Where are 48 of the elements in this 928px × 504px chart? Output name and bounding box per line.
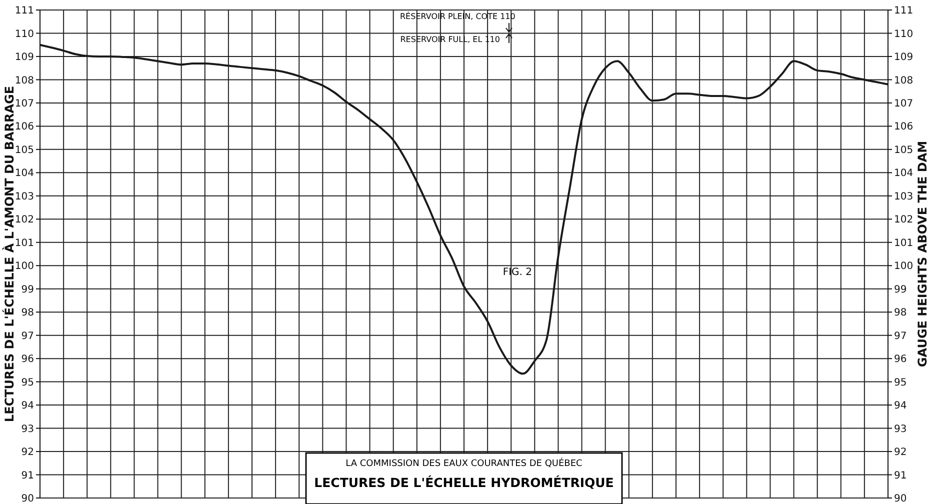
y-tick-label: 95 — [21, 377, 34, 388]
y2-tick-label: 91 — [894, 470, 907, 482]
y2-tick-label: 97 — [894, 330, 907, 342]
y2-tick-label: 98 — [894, 308, 907, 319]
y2-tick-label: 106 — [894, 122, 914, 133]
y-tick-label: 98 — [21, 308, 34, 319]
y2-axis-title: GAUGE HEIGHTS ABOVE THE DAM — [915, 140, 928, 368]
y2-tick-label: 109 — [894, 52, 914, 64]
y2-tick-label: 96 — [894, 354, 907, 366]
y-tick-label: 94 — [21, 400, 34, 412]
text: LECTURES DE L'ÉCHELLE HYDROMÉTRIQUE — [313, 475, 615, 490]
y2-tick-label: 110 — [894, 28, 914, 40]
y2-tick-label: 104 — [894, 168, 914, 180]
y-tick-label: 107 — [14, 98, 34, 110]
text: LA COMMISSION DES EAUX COURANTES DE QUÉBEC — [344, 459, 584, 469]
y2-tick-label: 99 — [894, 284, 907, 296]
y-tick-label: 99 — [21, 284, 34, 296]
y-tick-label: 97 — [21, 330, 34, 342]
y-tick-label: 92 — [21, 447, 34, 458]
y2-tick-label: 111 — [894, 6, 914, 17]
y2-tick-label: 105 — [894, 144, 914, 156]
y-tick-label: 106 — [14, 122, 34, 133]
y-tick-label: 93 — [21, 424, 34, 435]
y-tick-label: 91 — [21, 470, 34, 482]
y2-tick-label: 92 — [894, 447, 907, 458]
y-tick-label: 111 — [14, 6, 34, 17]
y2-tick-label: 103 — [894, 191, 914, 202]
y2-tick-label: 100 — [894, 261, 914, 272]
y2-tick-label: 95 — [894, 377, 907, 388]
y2-tick-label: 102 — [894, 214, 914, 226]
y-tick-label: 96 — [21, 354, 34, 366]
y2-tick-label: 101 — [894, 238, 914, 249]
y-tick-label: 109 — [14, 52, 34, 64]
y2-tick-label: 107 — [894, 98, 914, 110]
y2-tick-label: 93 — [894, 424, 907, 435]
y-tick-label: 90 — [21, 494, 34, 504]
y-tick-label: 110 — [14, 28, 34, 40]
y-tick-label: 104 — [14, 168, 34, 180]
y-tick-label: 102 — [14, 214, 34, 226]
y2-tick-label: 108 — [894, 75, 914, 86]
y-axis-title: LECTURES DE L'ÉCHELLE À L'AMONT DU BARRAGE — [1, 86, 16, 422]
y-tick-label: 101 — [14, 238, 34, 249]
y-tick-label: 108 — [14, 75, 34, 86]
y-tick-label: 100 — [14, 261, 34, 272]
y2-tick-label: 90 — [894, 494, 907, 504]
y-tick-label: 103 — [14, 191, 34, 202]
y-tick-label: 105 — [14, 144, 34, 156]
y2-tick-label: 94 — [894, 400, 907, 412]
